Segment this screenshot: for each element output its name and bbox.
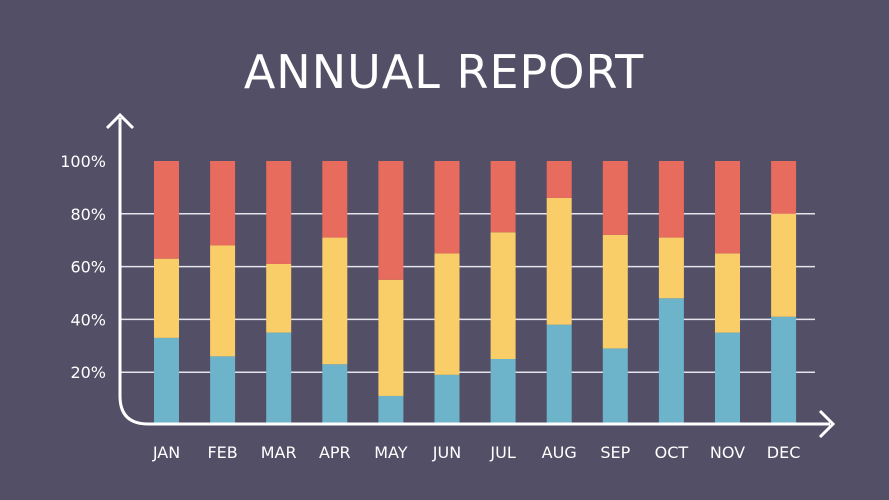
- x-tick-label: FEB: [207, 443, 237, 462]
- x-tick-label: APR: [319, 443, 351, 462]
- x-tick-label: NOV: [710, 443, 745, 462]
- y-tick-label: 60%: [70, 258, 106, 277]
- bar-segment-yellow-mar: [266, 263, 292, 333]
- bar-segment-yellow-jul: [490, 232, 516, 359]
- y-tick-label: 20%: [70, 363, 106, 382]
- bar-segment-blue-apr: [322, 364, 348, 425]
- bar-segment-red-apr: [322, 161, 348, 238]
- x-tick-label: JAN: [152, 443, 180, 462]
- bar-segment-blue-mar: [266, 332, 292, 425]
- bar-segment-red-feb: [210, 161, 236, 246]
- bar-segment-red-mar: [266, 161, 292, 264]
- bar-segment-red-may: [378, 161, 404, 280]
- bar-segment-blue-feb: [210, 356, 236, 425]
- bars: [154, 161, 797, 425]
- bar-segment-blue-oct: [658, 298, 684, 425]
- bar-segment-yellow-sep: [602, 234, 628, 349]
- bar-segment-blue-aug: [546, 324, 572, 425]
- x-tick-label: DEC: [767, 443, 801, 462]
- x-tick-label: SEP: [600, 443, 630, 462]
- x-tick-label: MAY: [374, 443, 408, 462]
- x-tick-label: JUL: [489, 443, 515, 462]
- bar-segment-blue-jan: [154, 337, 179, 425]
- bar-segment-yellow-jun: [434, 253, 460, 375]
- bar-segment-blue-dec: [771, 316, 797, 425]
- x-tick-label: OCT: [655, 443, 689, 462]
- bar-segment-red-dec: [771, 161, 797, 214]
- bar-segment-red-nov: [715, 161, 740, 254]
- bar-segment-blue-may: [378, 395, 404, 425]
- bar-segment-yellow-nov: [715, 253, 740, 333]
- y-axis-arrow-icon: [105, 112, 135, 130]
- y-tick-labels: 20% 40% 60% 80% 100%: [60, 152, 106, 382]
- bar-segment-blue-jul: [490, 359, 516, 425]
- x-axis-arrow-icon: [818, 409, 836, 439]
- x-tick-labels: JAN FEB MAR APR MAY JUN JUL AUG SEP OCT NOV DEC: [152, 443, 801, 462]
- x-tick-label: AUG: [542, 443, 577, 462]
- bar-segment-red-jul: [490, 161, 516, 233]
- x-tick-label: JUN: [432, 443, 461, 462]
- bar-segment-yellow-feb: [210, 245, 236, 357]
- x-tick-label: MAR: [261, 443, 297, 462]
- bar-segment-yellow-dec: [771, 213, 797, 317]
- bar-segment-blue-sep: [602, 348, 628, 425]
- bar-segment-yellow-may: [378, 279, 404, 396]
- y-tick-label: 40%: [70, 310, 106, 329]
- bar-segment-red-jan: [154, 161, 179, 259]
- bar-segment-blue-nov: [715, 332, 740, 425]
- bar-segment-red-aug: [546, 161, 572, 198]
- y-tick-label: 100%: [60, 152, 106, 171]
- y-tick-label: 80%: [70, 205, 106, 224]
- bar-segment-yellow-jan: [154, 258, 179, 338]
- bar-segment-red-jun: [434, 161, 460, 254]
- bar-segment-red-sep: [602, 161, 628, 235]
- gridlines: [120, 213, 815, 373]
- bar-segment-blue-jun: [434, 374, 460, 425]
- bar-segment-red-oct: [658, 161, 684, 238]
- chart-title: ANNUAL REPORT: [244, 45, 644, 99]
- bar-segment-yellow-apr: [322, 237, 348, 365]
- axis-line: [118, 118, 830, 426]
- bar-segment-yellow-aug: [546, 197, 572, 325]
- bar-segment-yellow-oct: [658, 237, 684, 299]
